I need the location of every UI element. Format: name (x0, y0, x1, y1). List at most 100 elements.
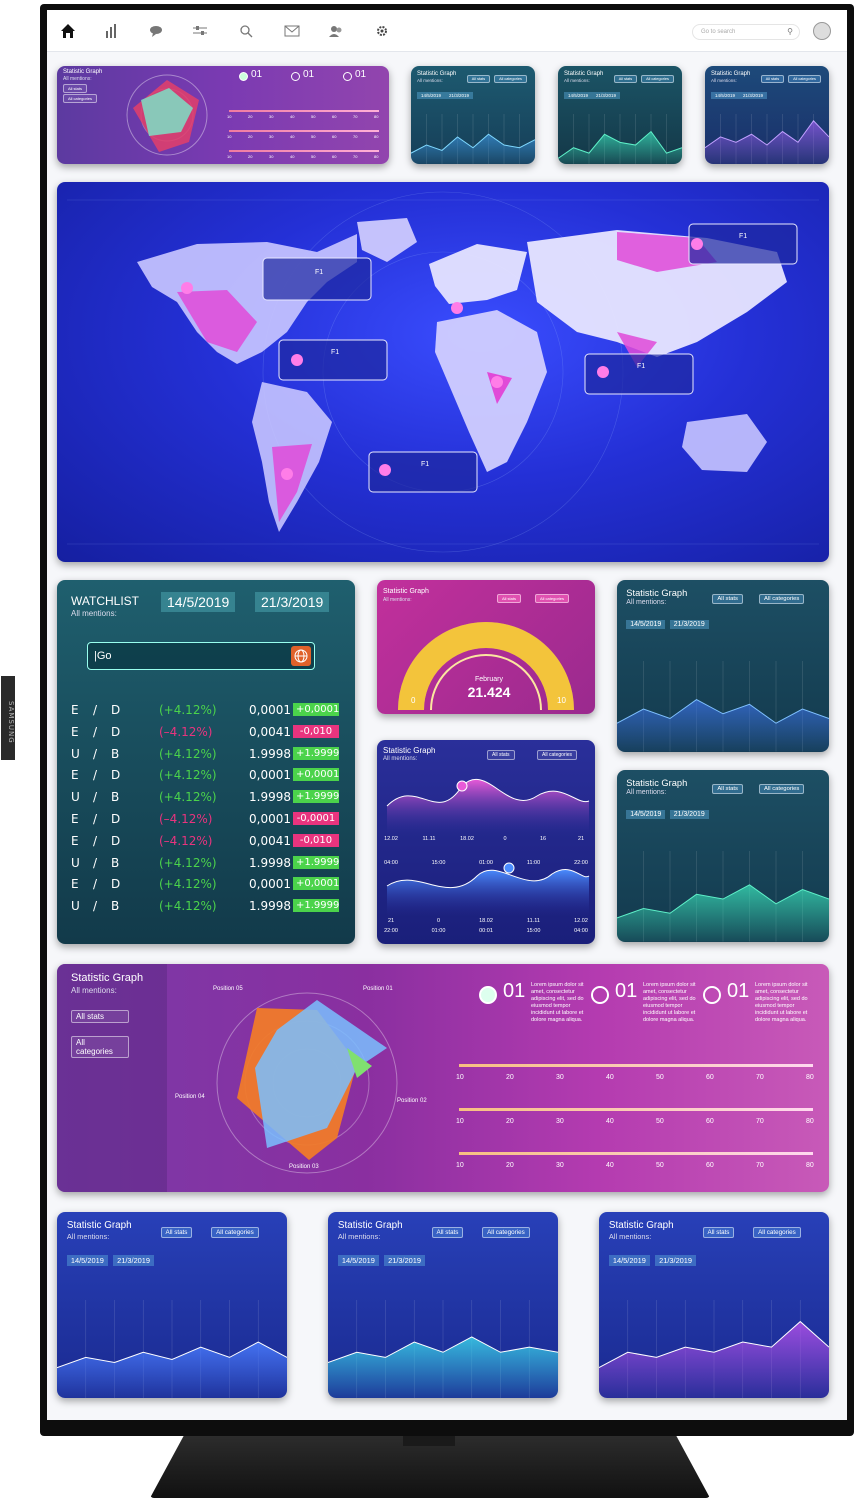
scale-label: 50 (656, 1074, 664, 1081)
chat-icon[interactable] (147, 22, 165, 40)
watchlist-row[interactable]: U / B (+4.12%) 1.9998 +1.9999 (71, 744, 341, 766)
change-percent: (+4.12%) (159, 746, 217, 761)
scale-label: 60 (332, 114, 337, 119)
search-input[interactable]: Go to search ⚲ (692, 24, 800, 40)
watchlist-search-input[interactable]: |Go (87, 642, 315, 670)
categories-dropdown[interactable]: All categories (788, 75, 821, 83)
date-start[interactable]: 14/5/2019 (417, 92, 446, 99)
search-icon[interactable] (237, 22, 255, 40)
date-start[interactable]: 14/5/2019 (626, 810, 666, 820)
card-title: Statistic Graph (626, 587, 688, 598)
option-radio[interactable] (479, 986, 497, 1004)
mail-icon[interactable] (283, 22, 301, 40)
date-start[interactable]: 14/5/2019 (564, 92, 593, 99)
wave-tick-label: 22:00 (574, 860, 588, 866)
date-start[interactable]: 14/5/2019 (608, 1254, 650, 1266)
users-icon[interactable] (327, 22, 345, 40)
categories-dropdown[interactable]: All categories (494, 75, 527, 83)
stats-dropdown[interactable]: All stats (71, 1010, 129, 1023)
option-radio[interactable] (703, 986, 721, 1004)
scale-label: 20 (248, 114, 253, 119)
stats-dropdown[interactable]: All stats (431, 1226, 464, 1238)
date-start[interactable]: 14/5/2019 (711, 92, 740, 99)
date-end[interactable]: 21/3/2019 (445, 92, 474, 99)
date-start[interactable]: 14/5/2019 (66, 1254, 108, 1266)
option-radio[interactable] (343, 72, 352, 81)
categories-dropdown[interactable]: All categories (535, 594, 570, 603)
gear-icon[interactable] (373, 22, 391, 40)
watchlist-row[interactable]: E / D (+4.12%) 0,0001 +0,0001 (71, 765, 341, 787)
search-icon[interactable]: ⚲ (787, 27, 793, 36)
watchlist-row[interactable]: U / B (+4.12%) 1.9998 +1.9999 (71, 787, 341, 809)
svg-text:F1: F1 (331, 349, 339, 356)
change-badge: +1.9999 (293, 746, 339, 760)
watchlist-row[interactable]: E / D (+4.12%) 0,0001 +0,0001 (71, 700, 341, 722)
pair-base: E (71, 768, 79, 783)
watchlist-row[interactable]: U / B (+4.12%) 1.9998 +1.9999 (71, 853, 341, 875)
avatar[interactable] (813, 22, 831, 40)
option-radio[interactable] (239, 72, 248, 81)
stats-dropdown[interactable]: All stats (702, 1226, 735, 1238)
pair-base: E (71, 877, 79, 892)
categories-dropdown[interactable]: All categories (759, 593, 805, 604)
bar-chart-icon[interactable] (103, 22, 121, 40)
categories-dropdown[interactable]: All categories (482, 1226, 530, 1238)
wave-tick-label: 11.11 (527, 918, 540, 924)
stats-dropdown[interactable]: All stats (487, 750, 515, 760)
change-percent: (+4.12%) (159, 703, 217, 717)
scale-line (229, 130, 379, 132)
date-start[interactable]: 14/5/2019 (626, 620, 666, 630)
stats-dropdown[interactable]: All stats (760, 75, 785, 83)
globe-icon[interactable] (291, 646, 311, 666)
date-end[interactable]: 21/3/2019 (384, 1254, 426, 1266)
categories-dropdown[interactable]: All categories (63, 94, 98, 103)
wave-tick-label: 12.02 (384, 836, 398, 842)
categories-dropdown[interactable]: All categories (71, 1036, 129, 1058)
change-percent: (+4.12%) (159, 855, 217, 870)
date-end[interactable]: 21/3/2019 (113, 1254, 155, 1266)
scale-line (459, 1064, 813, 1067)
watchlist-row[interactable]: E / D (–4.12%) 0,0041 -0,010 (71, 722, 341, 744)
home-icon[interactable] (59, 22, 77, 40)
scale-label: 50 (311, 134, 316, 139)
sliders-icon[interactable] (191, 22, 209, 40)
date-start[interactable]: 14/5/2019 (161, 592, 236, 612)
categories-dropdown[interactable]: All categories (211, 1226, 259, 1238)
date-end[interactable]: 21/3/2019 (592, 92, 621, 99)
pair-quote: D (111, 812, 121, 826)
categories-dropdown[interactable]: All categories (759, 783, 805, 794)
date-end[interactable]: 21/3/2019 (739, 92, 768, 99)
pair-quote: B (111, 899, 120, 914)
wave-tick-label: 04:00 (384, 860, 398, 866)
option-radio[interactable] (291, 72, 300, 81)
stats-dropdown[interactable]: All stats (613, 75, 638, 83)
watchlist-row[interactable]: U / B (+4.12%) 1.9998 +1.9999 (71, 896, 341, 918)
pair-quote: D (111, 877, 121, 892)
change-badge: +1.9999 (293, 790, 339, 804)
stats-dropdown[interactable]: All stats (466, 75, 491, 83)
date-end[interactable]: 21/3/2019 (655, 1254, 697, 1266)
pair-separator: / (93, 746, 98, 761)
option-number: 01 (355, 69, 367, 80)
scale-label: 10 (227, 134, 232, 139)
date-end[interactable]: 21/3/2019 (255, 592, 330, 612)
date-start[interactable]: 14/5/2019 (337, 1254, 379, 1266)
stats-dropdown[interactable]: All stats (497, 594, 522, 603)
pair-quote: D (111, 833, 121, 848)
option-radio[interactable] (591, 986, 609, 1004)
categories-dropdown[interactable]: All categories (753, 1226, 801, 1238)
watchlist-row[interactable]: E / D (–4.12%) 0,0001 -0,0001 (71, 809, 341, 831)
stats-dropdown[interactable]: All stats (712, 783, 743, 794)
stats-dropdown[interactable]: All stats (712, 593, 743, 604)
stats-dropdown[interactable]: All stats (63, 84, 88, 93)
categories-dropdown[interactable]: All categories (537, 750, 578, 760)
date-end[interactable]: 21/3/2019 (669, 620, 709, 630)
date-end[interactable]: 21/3/2019 (669, 810, 709, 820)
watchlist-row[interactable]: E / D (+4.12%) 0,0001 +0,0001 (71, 874, 341, 896)
stats-dropdown[interactable]: All stats (160, 1226, 193, 1238)
watchlist-row[interactable]: E / D (–4.12%) 0,0041 -0,010 (71, 831, 341, 853)
card-subtitle: All mentions: (63, 76, 92, 82)
card-title: Statistic Graph (626, 777, 688, 788)
card-title: Statistic Graph (383, 746, 436, 755)
categories-dropdown[interactable]: All categories (641, 75, 674, 83)
